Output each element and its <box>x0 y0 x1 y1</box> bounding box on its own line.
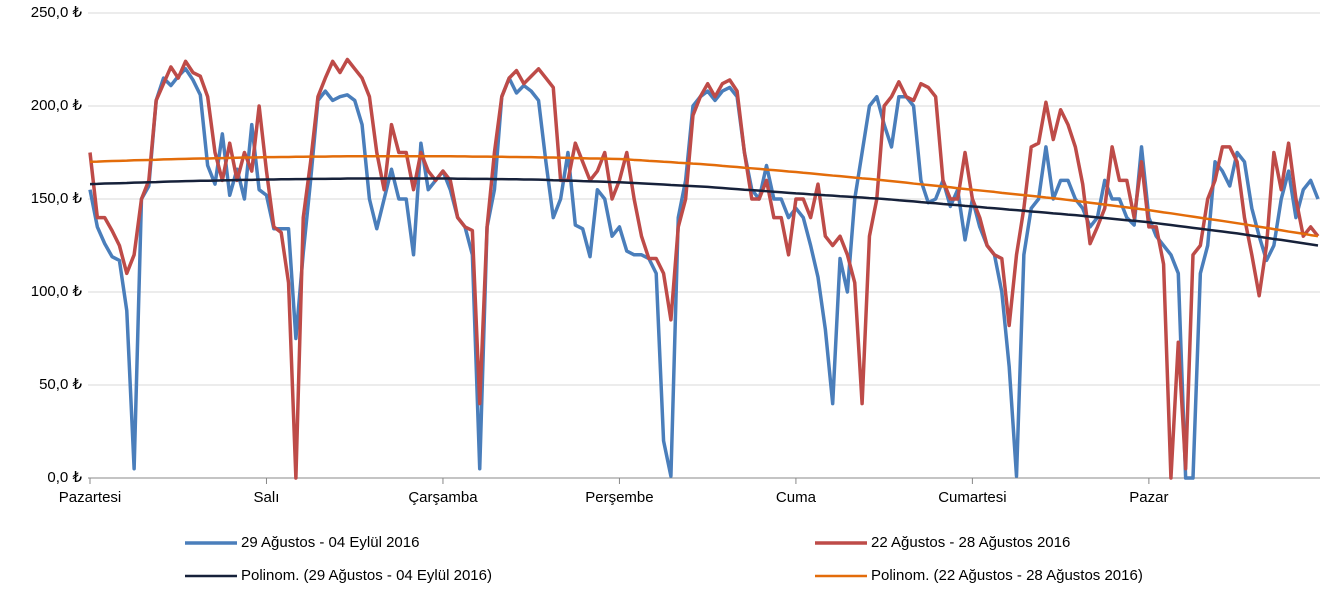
series-line <box>89 154 1319 238</box>
x-tick-label: Çarşamba <box>408 489 478 506</box>
x-tick-label: Pazartesi <box>59 489 122 506</box>
series-line <box>88 67 1320 480</box>
y-tick-label: 100,0 ₺ <box>31 283 83 300</box>
x-tick-label: Perşembe <box>585 489 653 506</box>
legend-label: Polinom. (29 Ağustos - 04 Eylül 2016) <box>241 567 492 584</box>
y-tick-label: 200,0 ₺ <box>31 97 83 114</box>
y-tick-label: 50,0 ₺ <box>39 376 82 393</box>
series-line <box>88 57 1320 480</box>
x-tick-label: Pazar <box>1129 489 1168 506</box>
series-line <box>89 177 1319 247</box>
x-tick-label: Salı <box>254 489 280 506</box>
y-tick-label: 250,0 ₺ <box>31 4 83 21</box>
y-tick-label: 0,0 ₺ <box>47 469 82 486</box>
x-tick-label: Cuma <box>776 489 817 506</box>
legend-label: Polinom. (22 Ağustos - 28 Ağustos 2016) <box>871 567 1143 584</box>
y-tick-label: 150,0 ₺ <box>31 190 83 207</box>
legend-label: 29 Ağustos - 04 Eylül 2016 <box>241 534 419 551</box>
x-tick-label: Cumartesi <box>938 489 1006 506</box>
legend-label: 22 Ağustos - 28 Ağustos 2016 <box>871 534 1070 551</box>
